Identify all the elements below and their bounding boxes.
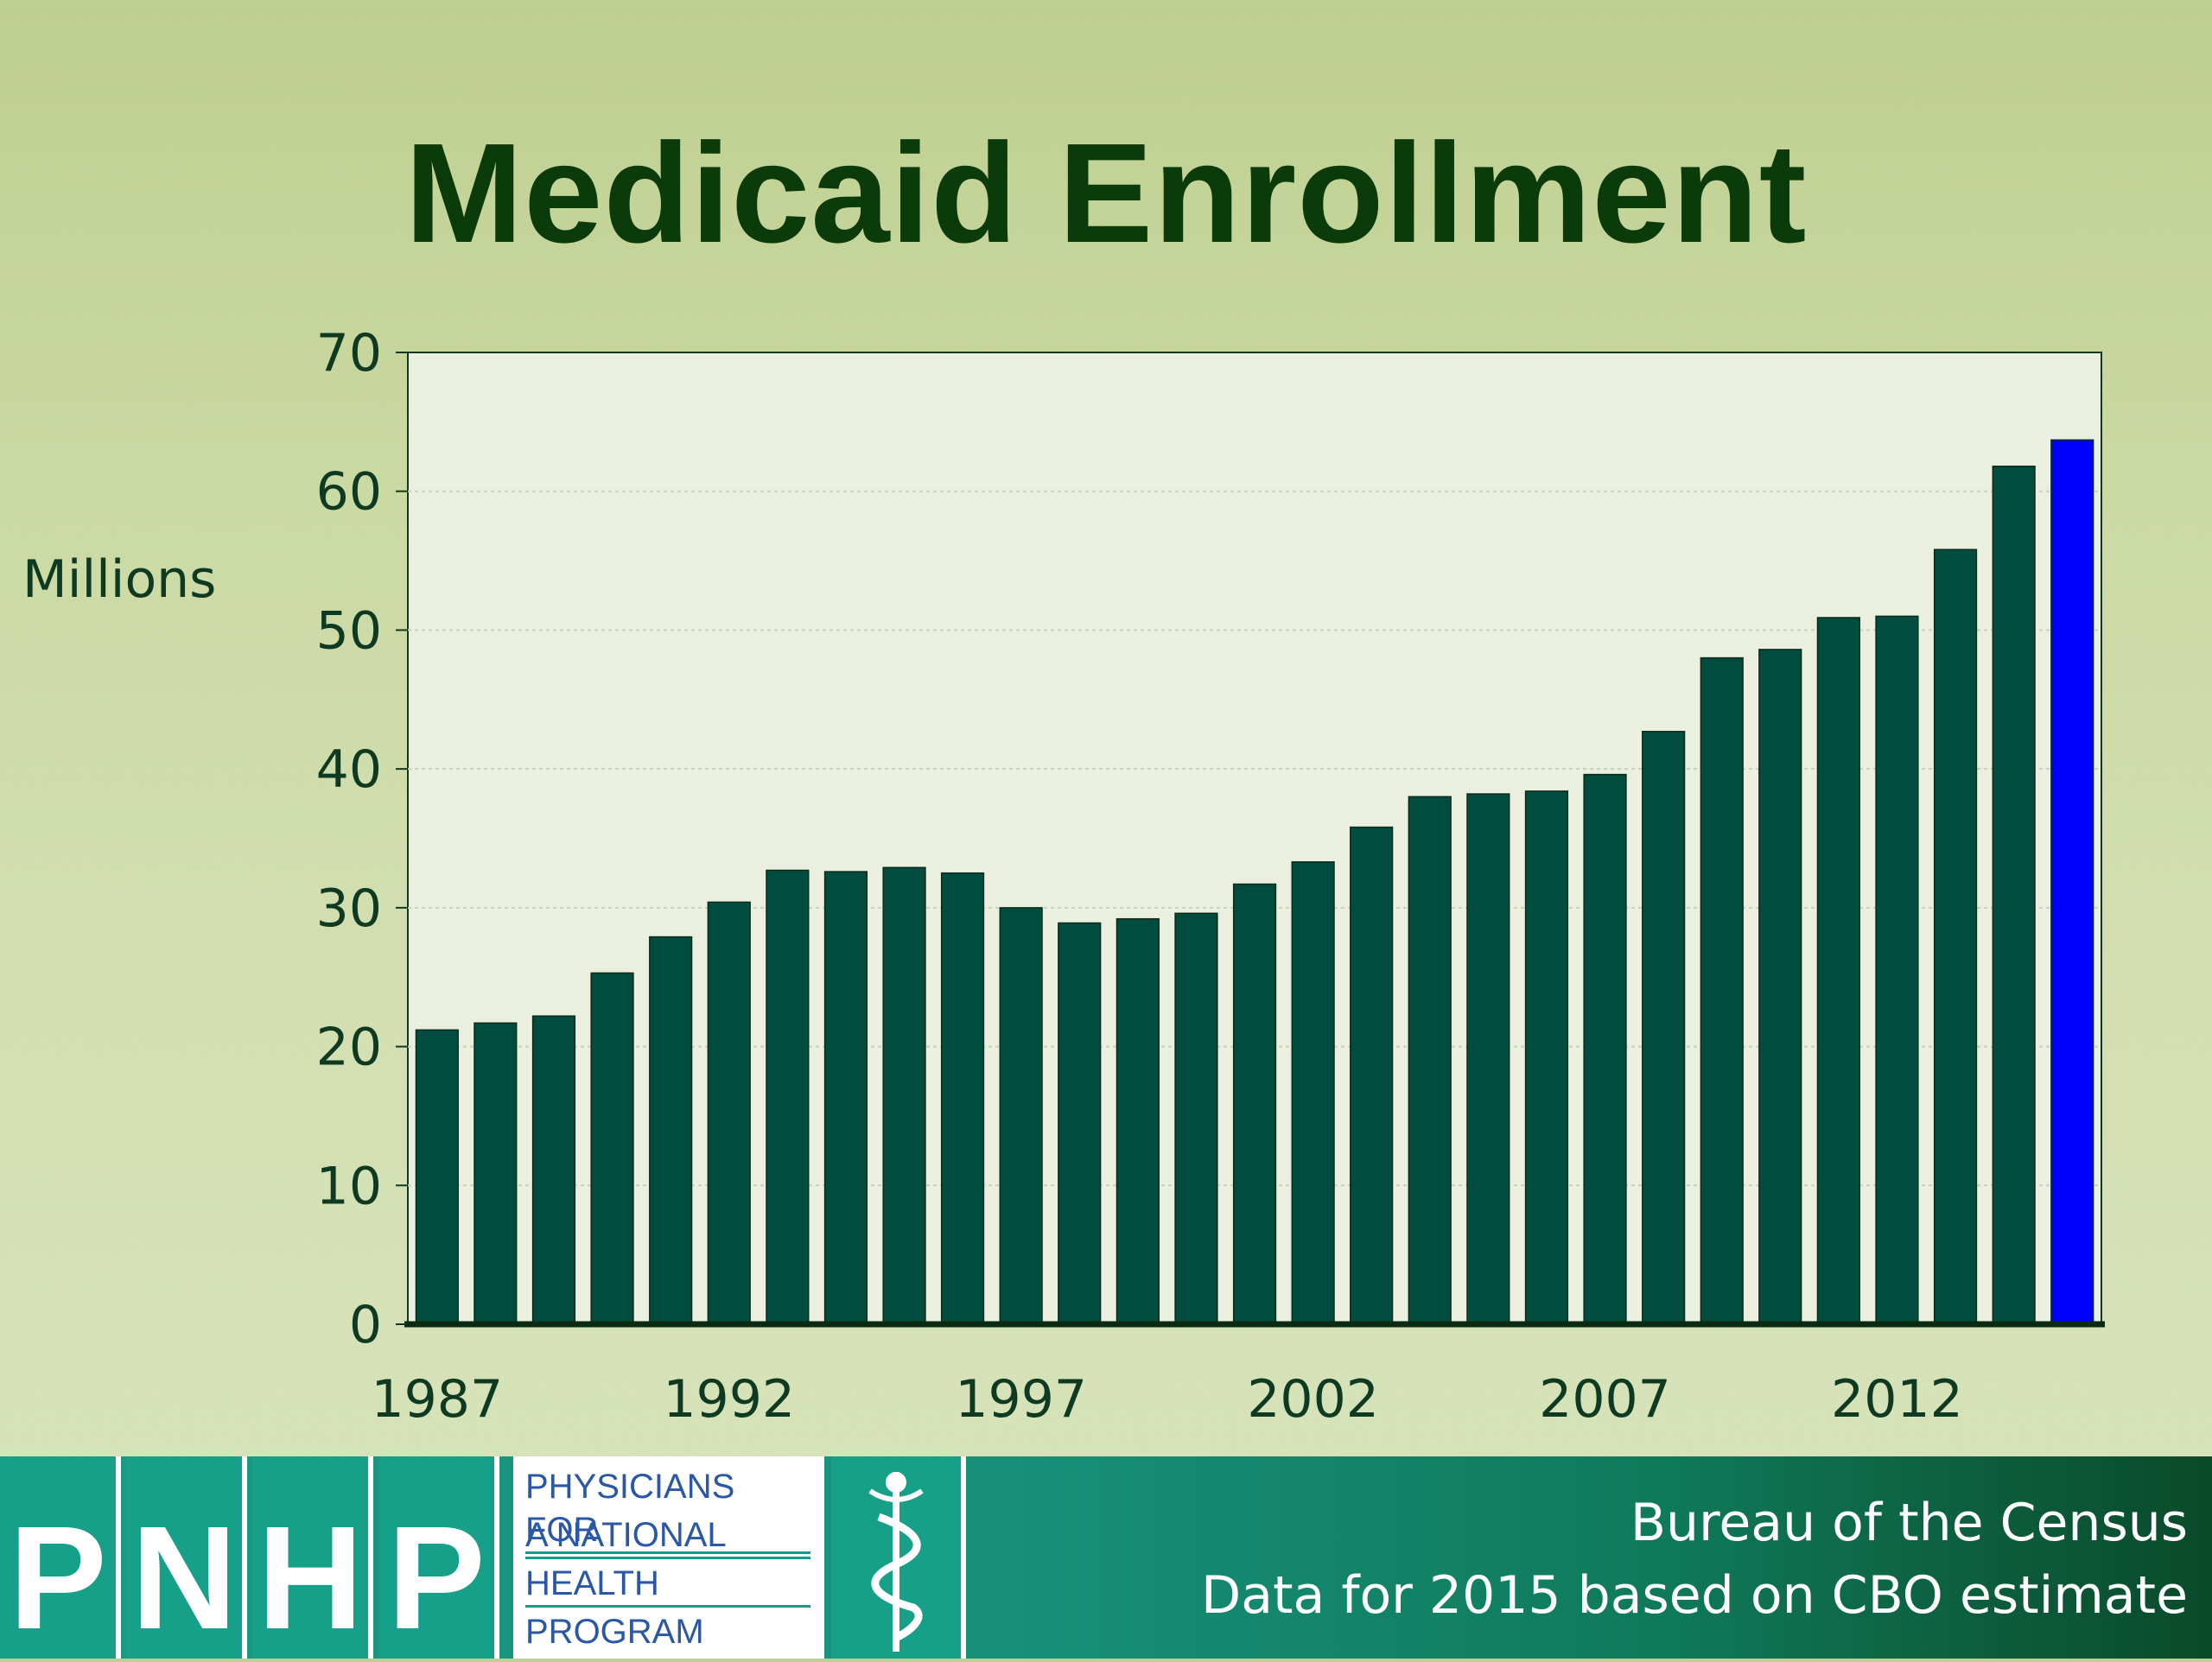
- bar-2014: [1992, 466, 2036, 1325]
- y-tick-label: 70: [316, 323, 382, 384]
- bar-2002: [1291, 861, 1335, 1325]
- logo-letter-p2: P: [378, 1456, 499, 1659]
- bar-1989: [531, 1015, 576, 1325]
- bar-2003: [1350, 826, 1394, 1325]
- bar-1997: [999, 907, 1043, 1325]
- x-tick-label: 1997: [955, 1369, 1087, 1430]
- x-tick-label: 1992: [663, 1369, 795, 1430]
- bar-2009: [1700, 657, 1744, 1325]
- bar-2000: [1174, 912, 1218, 1325]
- bar-1996: [940, 872, 985, 1325]
- logo-letter-n: N: [126, 1456, 247, 1659]
- logo-text-line-1: PHYSICIANS FOR: [525, 1465, 810, 1554]
- source-line-2: Data for 2015 based on CBO estimate: [1201, 1565, 2188, 1626]
- y-tick-label: 10: [316, 1156, 382, 1216]
- bar-2010: [1758, 649, 1802, 1325]
- logo-letter-p1: P: [0, 1456, 121, 1659]
- logo-text-line-2: A NATIONAL: [525, 1513, 810, 1559]
- y-tick-label: 60: [316, 462, 382, 523]
- bar-2001: [1232, 883, 1277, 1325]
- logo-text-line-4: PROGRAM: [525, 1613, 704, 1651]
- bar-1992: [707, 901, 751, 1325]
- bar-2013: [1933, 549, 1978, 1325]
- x-tick-label: 2002: [1247, 1369, 1379, 1430]
- bar-2007: [1583, 773, 1627, 1325]
- bar-2004: [1408, 796, 1452, 1325]
- bar-1999: [1116, 917, 1160, 1325]
- y-tick-label: 30: [316, 879, 382, 939]
- caduceus-icon: [831, 1456, 966, 1659]
- pnhp-logo-text: PHYSICIANS FOR A NATIONAL HEALTH PROGRAM: [513, 1456, 824, 1659]
- bar-2012: [1875, 615, 1919, 1325]
- bar-2005: [1466, 793, 1510, 1325]
- y-axis-label: Millions: [22, 549, 217, 610]
- y-tick-label: 50: [316, 600, 382, 661]
- y-tick-label: 20: [316, 1018, 382, 1078]
- footer-banner: P N H P PHYSICIANS FOR A NATIONAL HEALTH…: [0, 1456, 2212, 1659]
- bar-1991: [649, 936, 693, 1325]
- x-tick-label: 2007: [1539, 1369, 1671, 1430]
- x-tick-labels: 1987 1992 1997 2002 2007 2012: [371, 1369, 1962, 1430]
- bars: [415, 439, 2094, 1325]
- bar-1995: [882, 866, 926, 1325]
- bar-1994: [823, 871, 868, 1325]
- y-tick-label: 0: [349, 1295, 382, 1355]
- y-tick-labels: 0 10 20 30 40 50 60 70: [316, 323, 408, 1355]
- logo-text-line-3: HEALTH: [525, 1562, 810, 1608]
- bar-2011: [1816, 617, 1860, 1325]
- y-tick-label: 40: [316, 739, 382, 800]
- bar-1987: [415, 1029, 459, 1325]
- bar-2008: [1642, 731, 1686, 1325]
- bar-1993: [766, 869, 810, 1325]
- bar-chart: 0 10 20 30 40 50 60 70 1987 1992 1997 2002 2007 2012: [316, 323, 2105, 1430]
- bar-2006: [1524, 790, 1569, 1325]
- bar-1998: [1058, 922, 1102, 1325]
- slide-title: Medicaid Enrollment: [404, 114, 1808, 272]
- x-tick-label: 2012: [1831, 1369, 1963, 1430]
- logo-letter-h: H: [252, 1456, 373, 1659]
- x-tick-label: 1987: [371, 1369, 503, 1430]
- bar-2015: [2050, 439, 2094, 1325]
- bar-1990: [590, 972, 634, 1325]
- bar-1988: [474, 1022, 518, 1325]
- source-line-1: Bureau of the Census: [1630, 1493, 2188, 1553]
